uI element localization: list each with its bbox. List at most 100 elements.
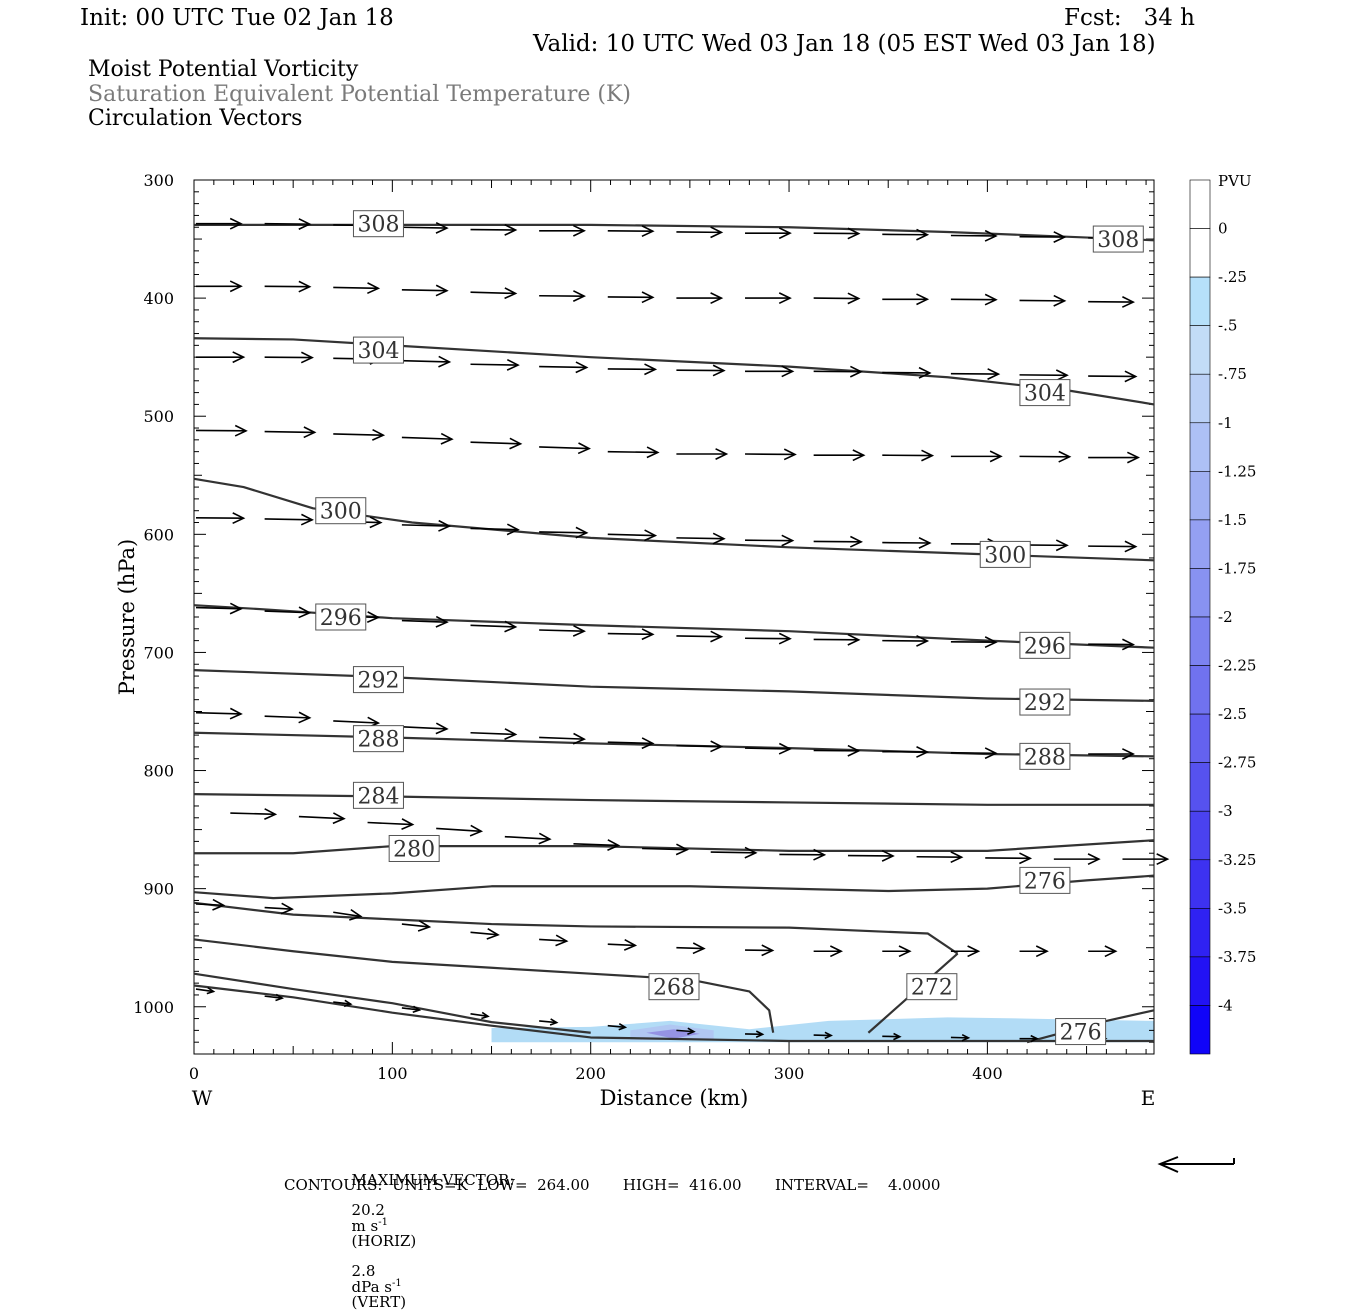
y-tick-label: 800 bbox=[143, 762, 174, 781]
circulation-vector bbox=[471, 364, 519, 365]
colorbar-swatch bbox=[1190, 957, 1210, 1006]
circulation-vector bbox=[402, 227, 447, 228]
circulation-vector bbox=[368, 823, 413, 825]
circulation-vector bbox=[505, 837, 550, 839]
circulation-vector bbox=[265, 432, 315, 433]
circulation-vector bbox=[676, 636, 721, 637]
colorbar-label: -1.5 bbox=[1218, 511, 1247, 529]
colorbar-swatch bbox=[1190, 714, 1210, 763]
circulation-vector bbox=[539, 367, 587, 368]
colorbar-swatch bbox=[1190, 520, 1210, 569]
colorbar-swatch bbox=[1190, 277, 1210, 326]
circulation-vector bbox=[471, 625, 516, 627]
contour-line bbox=[194, 974, 591, 1033]
contour-label: 284 bbox=[357, 784, 399, 809]
reference-vector-arrow bbox=[1160, 1157, 1234, 1172]
max-vert-exp: -1 bbox=[392, 1278, 402, 1289]
colorbar-label: -3.25 bbox=[1218, 851, 1256, 869]
circulation-vector bbox=[608, 634, 653, 635]
x-end-label-west: W bbox=[192, 1086, 213, 1110]
circulation-vector bbox=[436, 828, 481, 831]
y-tick-label: 700 bbox=[143, 643, 174, 662]
y-tick-label: 600 bbox=[143, 525, 174, 544]
colorbar-swatch bbox=[1190, 568, 1210, 617]
contour-label: 280 bbox=[393, 837, 435, 862]
y-tick-label: 400 bbox=[143, 289, 174, 308]
y-tick-label: 300 bbox=[143, 171, 174, 190]
contour-label: 292 bbox=[1024, 691, 1066, 716]
contour-label: 288 bbox=[357, 728, 399, 753]
colorbar-label: -1.75 bbox=[1218, 559, 1256, 577]
colorbar-label: 0 bbox=[1218, 220, 1228, 238]
colorbar-swatch bbox=[1190, 908, 1210, 957]
contour-label: 304 bbox=[1024, 382, 1066, 407]
max-vert-tag: (VERT) bbox=[352, 1293, 407, 1311]
colorbar-label: -3.5 bbox=[1218, 899, 1247, 917]
max-horiz-tag: (HORIZ) bbox=[352, 1232, 417, 1250]
contour-label: 308 bbox=[1097, 228, 1139, 253]
circulation-vector bbox=[265, 716, 310, 718]
contour-label: 300 bbox=[984, 543, 1026, 568]
colorbar-swatch bbox=[1190, 1005, 1210, 1054]
colorbar-swatch bbox=[1190, 229, 1210, 278]
contour-line bbox=[194, 225, 1154, 240]
circulation-vector bbox=[608, 944, 636, 945]
circulation-vector bbox=[539, 447, 589, 449]
colorbar-label: -.5 bbox=[1218, 317, 1237, 335]
colorbar-label: -3 bbox=[1218, 802, 1233, 820]
circulation-vector bbox=[265, 519, 313, 520]
contour-label: 268 bbox=[653, 976, 695, 1001]
circulation-vector bbox=[402, 437, 452, 439]
contour-line bbox=[194, 338, 1154, 404]
cross-section-chart: 3083083043043003002962962922922882882842… bbox=[0, 0, 1350, 1200]
contour-label: 276 bbox=[1060, 1021, 1102, 1046]
colorbar-label: -2.25 bbox=[1218, 657, 1256, 675]
contour-line bbox=[194, 840, 1154, 853]
circulation-vector bbox=[402, 361, 450, 362]
circulation-vector bbox=[402, 727, 447, 729]
circulation-vector bbox=[471, 292, 516, 293]
circulation-vector bbox=[711, 852, 756, 853]
contour-layer bbox=[194, 225, 1154, 1042]
colorbar-swatch bbox=[1190, 811, 1210, 860]
colorbar-swatch bbox=[1190, 763, 1210, 812]
circulation-vector bbox=[745, 748, 790, 749]
contour-label: 296 bbox=[1024, 634, 1066, 659]
colorbar-swatch bbox=[1190, 471, 1210, 520]
contour-label: 288 bbox=[1024, 745, 1066, 770]
circulation-vector bbox=[471, 528, 519, 529]
circulation-vector bbox=[196, 904, 224, 905]
colorbar-label: -4 bbox=[1218, 996, 1233, 1014]
contour-line bbox=[194, 903, 958, 954]
contour-label-layer: 3083083043043003002962962922922882882842… bbox=[316, 211, 1144, 1046]
contour-label: 292 bbox=[357, 669, 399, 694]
circulation-vector bbox=[471, 733, 516, 735]
x-tick-label: 100 bbox=[377, 1064, 408, 1083]
x-end-label-east: E bbox=[1141, 1086, 1156, 1110]
circulation-vector bbox=[333, 287, 378, 288]
circulation-vector bbox=[230, 813, 275, 814]
circulation-vector bbox=[539, 532, 587, 533]
colorbar-swatch bbox=[1190, 180, 1210, 229]
circulation-vector bbox=[333, 434, 383, 435]
circulation-vector bbox=[402, 290, 447, 291]
colorbar-swatch bbox=[1190, 617, 1210, 666]
contour-label: 296 bbox=[320, 606, 362, 631]
circulation-vector bbox=[676, 538, 724, 539]
circulation-vector bbox=[196, 713, 241, 714]
circulation-vector bbox=[471, 442, 521, 444]
colorbar-label: -.25 bbox=[1218, 268, 1247, 286]
colorbar: PVU 0-.25-.5-.75-1-1.25-1.5-1.75-2-2.25-… bbox=[1190, 172, 1256, 1054]
y-axis-label: Pressure (hPa) bbox=[115, 539, 139, 695]
x-tick-label: 400 bbox=[972, 1064, 1003, 1083]
contour-line bbox=[194, 794, 1154, 805]
circulation-vector bbox=[676, 746, 721, 747]
colorbar-swatch bbox=[1190, 423, 1210, 472]
x-tick-label: 200 bbox=[575, 1064, 606, 1083]
colorbar-swatch bbox=[1190, 326, 1210, 375]
colorbar-label: -1.25 bbox=[1218, 462, 1256, 480]
x-tick-label: 300 bbox=[774, 1064, 805, 1083]
colorbar-title: PVU bbox=[1218, 172, 1252, 190]
colorbar-swatch bbox=[1190, 666, 1210, 715]
contour-label: 304 bbox=[357, 339, 399, 364]
